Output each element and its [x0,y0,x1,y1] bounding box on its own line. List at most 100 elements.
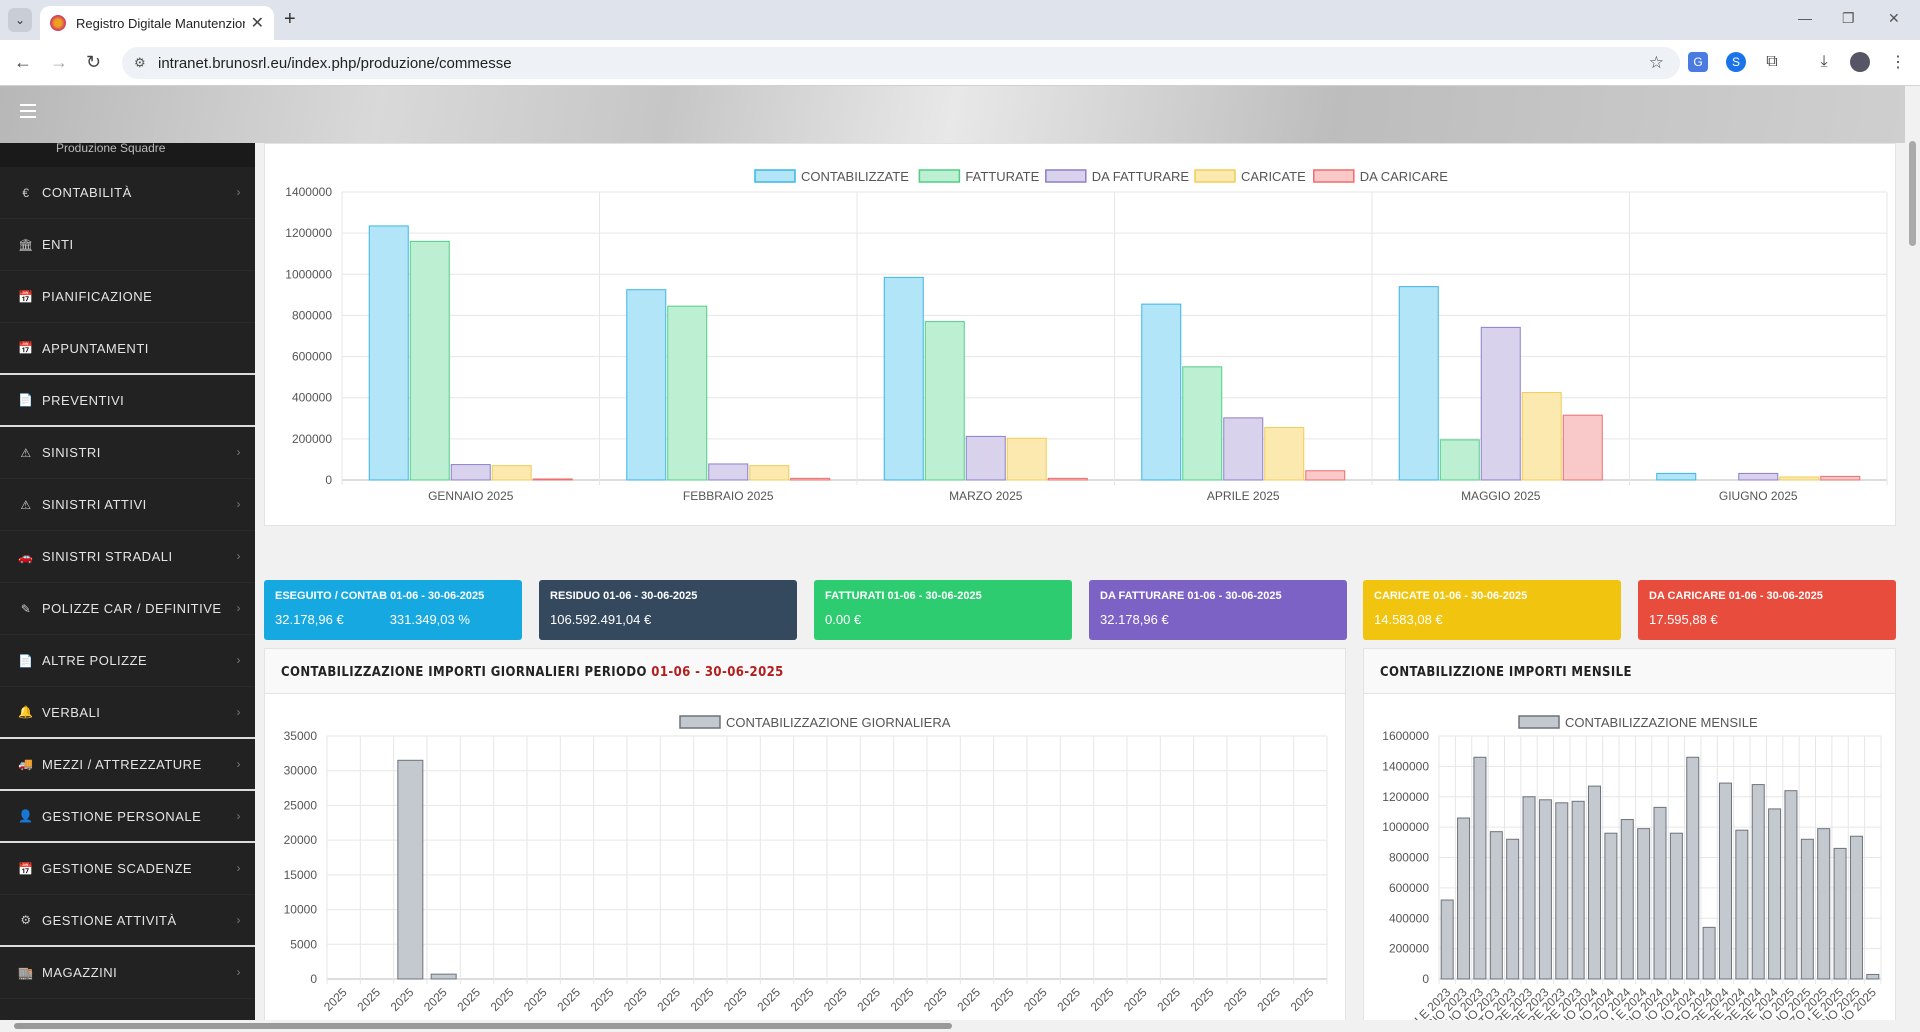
sidebar-item[interactable]: 🏬 MAGAZZINI › [0,947,255,999]
bar[interactable] [883,276,924,481]
bar[interactable] [924,321,965,481]
sidebar-item[interactable]: 👤 GESTIONE PERSONALE › [0,791,255,843]
url-field[interactable]: ⚙ intranet.brunosrl.eu/index.php/produzi… [122,47,1680,79]
bar[interactable] [1521,392,1562,481]
bar[interactable] [1506,838,1520,980]
sidebar-top-label[interactable]: Produzione Squadre [0,143,255,167]
legend-item[interactable]: DA CARICARE [1313,169,1448,184]
bar[interactable] [790,477,831,481]
bar[interactable] [1800,838,1814,980]
bar[interactable] [1735,829,1749,980]
bar[interactable] [965,435,1006,481]
bar[interactable] [430,973,457,980]
bar[interactable] [1439,439,1480,481]
restore-icon[interactable]: ❐ [1842,10,1855,26]
sidebar-item[interactable]: 🚗 SINISTRI STRADALI › [0,531,255,583]
bar[interactable] [1833,847,1847,980]
bar[interactable] [749,465,790,481]
bar[interactable] [667,305,708,481]
bar[interactable] [1473,756,1487,980]
site-settings-icon[interactable]: ⚙ [134,55,146,70]
hamburger-menu-icon[interactable] [20,104,36,118]
bar[interactable] [1398,286,1439,481]
minimize-icon[interactable]: — [1798,10,1812,26]
bar[interactable] [1457,817,1471,980]
sidebar-item[interactable]: 📄 PREVENTIVI [0,375,255,427]
sidebar-item[interactable]: 🏛 ENTI [0,219,255,271]
extension-icon[interactable]: S [1726,52,1746,72]
bar[interactable] [708,463,749,481]
bar[interactable] [1604,832,1618,980]
bar[interactable] [1489,831,1503,980]
sidebar-item[interactable]: ⚠ SINISTRI ATTIVI › [0,479,255,531]
legend-item[interactable]: CONTABILIZZATE [754,169,909,184]
bar[interactable] [1562,414,1603,481]
sidebar-item[interactable]: 🚚 MEZZI / ATTREZZATURE › [0,739,255,791]
bar[interactable] [1653,806,1667,980]
sidebar-item[interactable]: ⚙ GESTIONE ATTIVITÀ › [0,895,255,947]
bar[interactable] [1849,835,1863,980]
bar[interactable] [1738,472,1779,481]
bar[interactable] [450,464,491,481]
bar[interactable] [1182,366,1223,481]
tab-search-dropdown-icon[interactable]: ⌄ [8,8,32,32]
translate-extension-icon[interactable]: G [1688,52,1708,72]
horizontal-scrollbar[interactable] [0,1020,1920,1032]
sidebar-item[interactable]: ⚠ SINISTRI › [0,427,255,479]
bar[interactable] [1718,782,1732,980]
bar[interactable] [626,289,667,481]
bar[interactable] [1440,899,1454,980]
bar[interactable] [491,465,532,481]
bookmark-star-icon[interactable]: ☆ [1648,53,1664,72]
sidebar-item[interactable]: € CONTABILITÀ › [0,167,255,219]
new-tab-icon[interactable]: + [284,8,296,30]
browser-menu-icon[interactable]: ⋮ [1890,54,1906,71]
bar[interactable] [1522,796,1536,980]
bar[interactable] [1480,326,1521,481]
legend-item[interactable]: CONTABILIZZAZIONE GIORNALIERA [679,715,951,730]
sidebar-item[interactable]: 📄 ALTRE POLIZZE › [0,635,255,687]
bar[interactable] [1686,756,1700,980]
bar[interactable] [1047,477,1088,481]
extensions-puzzle-icon[interactable]: ⧉ [1766,53,1778,70]
bar[interactable] [409,240,450,481]
bar[interactable] [1768,808,1782,980]
bar[interactable] [397,759,424,980]
sidebar-item[interactable]: 📅 GESTIONE SCADENZE › [0,843,255,895]
window-close-icon[interactable]: ✕ [1888,10,1900,26]
bar[interactable] [1702,926,1716,980]
reload-icon[interactable]: ↻ [86,52,102,72]
downloads-icon[interactable]: ⤓ [1820,53,1828,70]
bar[interactable] [1784,790,1798,980]
bar[interactable] [1751,784,1765,980]
bar[interactable] [1141,303,1182,481]
bar[interactable] [1656,472,1697,481]
bar[interactable] [1588,785,1602,980]
sidebar-item[interactable]: 📅 PIANIFICAZIONE [0,271,255,323]
bar[interactable] [1538,799,1552,980]
bar[interactable] [1779,476,1820,481]
bar[interactable] [1637,828,1651,980]
legend-item[interactable]: FATTURATE [918,169,1040,184]
bar[interactable] [1571,800,1585,980]
legend-item[interactable]: CONTABILIZZAZIONE MENSILE [1518,715,1758,730]
legend-item[interactable]: CARICATE [1194,169,1306,184]
browser-tab[interactable]: Registro Digitale Manutenzioni ✕ [40,6,274,40]
legend-item[interactable]: DA FATTURARE [1045,169,1190,184]
bar[interactable] [532,478,573,481]
bar[interactable] [1006,437,1047,481]
bar[interactable] [1555,802,1569,980]
bar[interactable] [1620,819,1634,980]
profile-avatar[interactable] [1850,52,1870,72]
bar[interactable] [1817,828,1831,980]
bar[interactable] [1820,475,1861,481]
bar[interactable] [1305,470,1346,481]
sidebar-item[interactable]: 🔔 VERBALI › [0,687,255,739]
vertical-scrollbar[interactable] [1905,86,1920,1020]
sidebar-item[interactable]: ✎ POLIZZE CAR / DEFINITIVE › [0,583,255,635]
back-icon[interactable]: ← [14,52,32,72]
bar[interactable] [1223,417,1264,481]
forward-icon[interactable]: → [50,52,68,72]
bar[interactable] [1264,427,1305,481]
tab-close-icon[interactable]: ✕ [250,15,264,32]
